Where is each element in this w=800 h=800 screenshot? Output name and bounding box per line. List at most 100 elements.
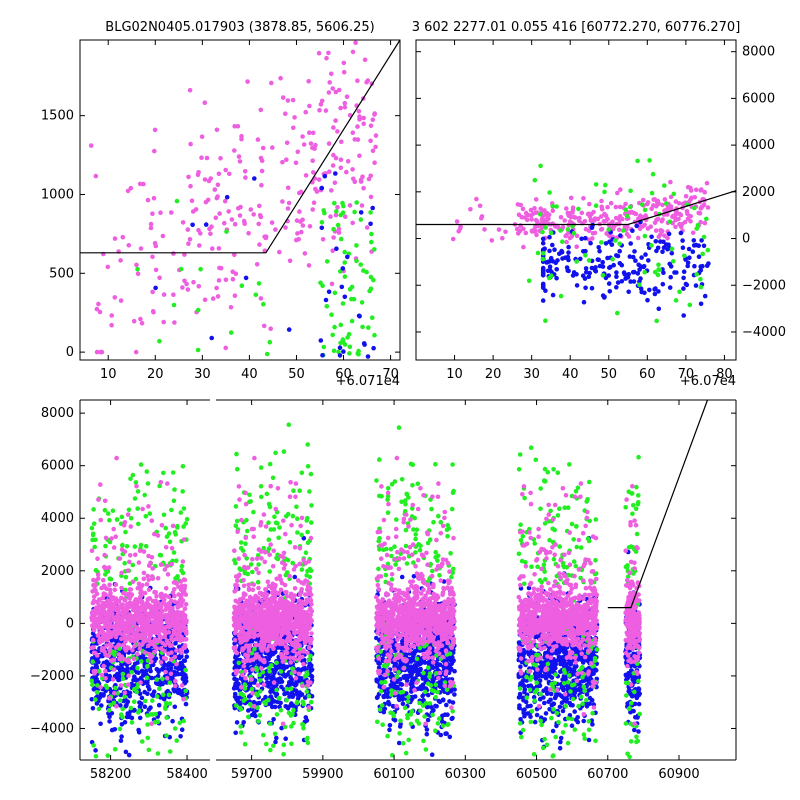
- bottom-point-magenta: [146, 602, 151, 607]
- bottom-point-blue: [162, 662, 168, 668]
- top-right-point-blue: [668, 274, 673, 280]
- top-left-point-blue: [224, 194, 230, 200]
- top-right-point-green: [624, 213, 630, 219]
- bottom-point-magenta: [114, 703, 119, 709]
- top-right-point-blue: [691, 238, 697, 243]
- top-left-point-green: [195, 347, 201, 353]
- top-right-point-magenta: [474, 196, 479, 202]
- bottom-point-magenta: [239, 685, 244, 690]
- bottom-point-magenta: [153, 598, 158, 604]
- top-right-point-magenta: [563, 233, 568, 239]
- top-left-point-magenta: [258, 107, 264, 113]
- bottom-point-green: [278, 707, 284, 713]
- top-left-point-magenta: [218, 156, 223, 161]
- bottom-point-magenta: [113, 534, 118, 539]
- bottom-point-green: [257, 713, 263, 718]
- bottom-point-magenta: [306, 598, 312, 603]
- top-right-panel: 10 20 30 40 50 60 70 80−4000−200002000400060008…: [415, 39, 786, 389]
- top-right-point-blue: [540, 240, 546, 246]
- bottom-point-blue: [99, 703, 104, 708]
- bottom-point-magenta: [301, 624, 307, 630]
- bottom-point-magenta: [262, 549, 268, 555]
- top-left-point-magenta: [341, 69, 347, 75]
- bottom-point-green: [183, 688, 189, 694]
- bottom-point-blue: [96, 659, 101, 665]
- bottom-point-green: [104, 685, 110, 691]
- bottom-point-magenta: [261, 512, 267, 517]
- top-left-point-magenta: [364, 225, 370, 230]
- top-left-point-blue: [356, 313, 362, 319]
- top-right-point-green: [692, 205, 697, 211]
- bottom-point-magenta: [128, 594, 133, 599]
- bottom-point-green: [235, 466, 240, 472]
- bottom-point-magenta: [238, 630, 243, 636]
- top-right-point-green: [526, 278, 532, 284]
- bottom-point-magenta: [261, 682, 267, 687]
- top-left-point-magenta: [105, 264, 111, 270]
- top-right-point-green: [599, 240, 604, 245]
- bottom-point-magenta: [132, 630, 138, 635]
- top-right-point-magenta: [635, 235, 641, 241]
- bottom-point-magenta: [182, 583, 188, 589]
- top-right-point-magenta: [678, 212, 684, 218]
- top-left-point-blue: [370, 205, 376, 211]
- top-right-point-magenta: [599, 198, 604, 204]
- top-right-point-blue: [687, 255, 692, 260]
- bottom-point-magenta: [120, 602, 125, 607]
- bottom-point-green: [246, 714, 251, 720]
- bottom-point-green: [154, 694, 160, 699]
- bottom-point-magenta: [237, 572, 242, 577]
- top-right-point-green: [628, 188, 633, 194]
- top-left-point-magenta: [210, 246, 215, 251]
- bottom-point-green: [135, 489, 141, 494]
- bottom-point-magenta: [283, 531, 288, 537]
- bottom-point-magenta: [91, 616, 97, 621]
- bottom-point-magenta: [118, 683, 124, 688]
- bottom-point-magenta: [274, 639, 279, 645]
- top-left-point-magenta: [339, 139, 344, 145]
- top-left-point-green: [340, 301, 346, 306]
- bottom-point-magenta: [100, 595, 106, 601]
- top-left-point-magenta: [235, 124, 241, 129]
- top-left-point-magenta: [285, 185, 291, 191]
- bottom-point-magenta: [235, 668, 240, 674]
- bottom-point-magenta: [167, 610, 173, 616]
- bottom-point-magenta: [260, 613, 266, 619]
- top-right-point-blue: [686, 246, 692, 252]
- bottom-point-magenta: [103, 676, 108, 681]
- top-right-point-blue: [678, 230, 684, 236]
- bottom-point-magenta: [251, 703, 257, 709]
- top-left-point-green: [336, 349, 341, 355]
- bottom-point-magenta: [177, 598, 182, 604]
- bottom-point-magenta: [103, 633, 109, 639]
- top-right-point-blue: [550, 259, 556, 264]
- top-right-point-green: [558, 228, 563, 233]
- top-right-point-magenta: [668, 194, 674, 200]
- top-right-point-green: [549, 273, 554, 279]
- bottom-point-green: [102, 507, 108, 513]
- bottom-point-blue: [142, 704, 148, 709]
- bottom-point-green: [123, 529, 128, 535]
- bottom-point-blue: [296, 694, 301, 699]
- top-right-point-green: [704, 216, 709, 222]
- bottom-point-blue: [89, 697, 95, 702]
- top-right-point-green: [682, 253, 687, 259]
- top-left-point-magenta: [308, 141, 314, 146]
- bottom-point-blue: [400, 701, 406, 707]
- bottom-point-green: [302, 674, 308, 679]
- bottom-point-magenta: [181, 696, 186, 702]
- top-right-point-green: [694, 272, 699, 277]
- bottom-point-blue: [146, 684, 151, 689]
- top-right-point-blue: [583, 248, 588, 254]
- bottom-point-magenta: [299, 580, 304, 585]
- bottom-point-blue: [109, 711, 115, 716]
- top-left-point-magenta: [203, 199, 209, 205]
- top-left-point-magenta: [300, 134, 305, 139]
- top-left-point-magenta: [118, 258, 123, 263]
- top-left-point-magenta: [373, 144, 378, 150]
- top-left-point-magenta: [94, 306, 100, 312]
- top-left-point-magenta: [171, 292, 176, 298]
- top-left-point-blue: [190, 222, 195, 228]
- top-left-point-green: [358, 262, 364, 267]
- bottom-point-magenta: [135, 651, 140, 657]
